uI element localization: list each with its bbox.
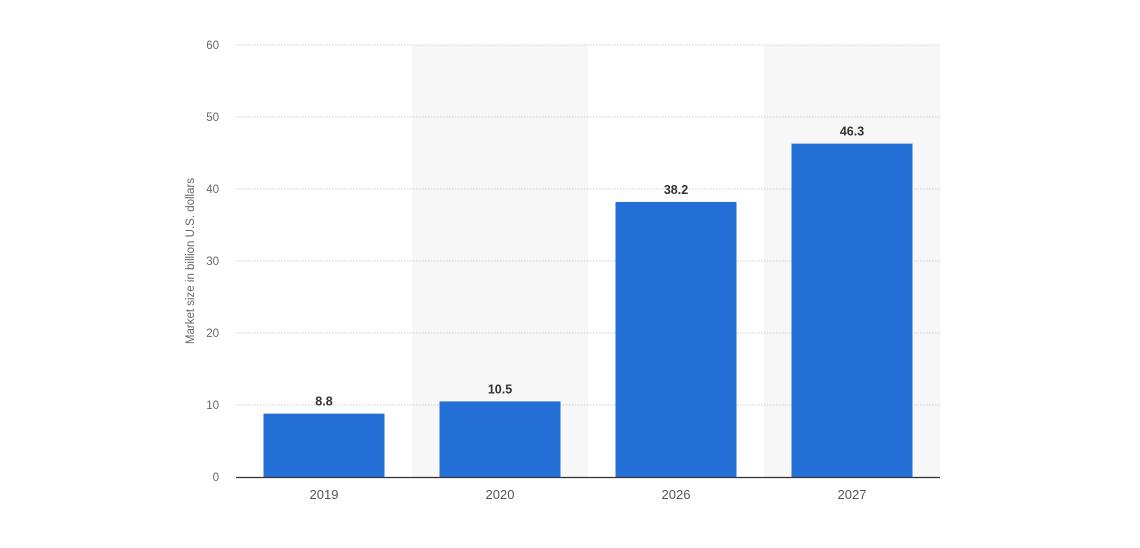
y-axis-ticks: 0 10 20 30 40 50 60 — [206, 40, 219, 484]
data-labels: 8.8 10.5 38.2 46.3 — [315, 125, 864, 409]
x-axis-ticks: 2019 2020 2026 2027 — [310, 487, 867, 502]
y-tick-label: 60 — [206, 40, 219, 52]
data-label-2027: 46.3 — [840, 125, 864, 139]
x-tick-label-2027: 2027 — [838, 487, 867, 502]
y-tick-label: 40 — [206, 184, 219, 196]
y-tick-label: 20 — [206, 328, 219, 340]
y-tick-label: 50 — [206, 112, 219, 124]
bar-2027[interactable] — [791, 143, 913, 477]
data-label-2020: 10.5 — [488, 382, 512, 396]
data-label-2026: 38.2 — [664, 183, 688, 197]
x-tick-label-2019: 2019 — [310, 487, 339, 502]
bar-2020[interactable] — [439, 401, 561, 477]
data-label-2019: 8.8 — [315, 395, 332, 409]
x-tick-label-2020: 2020 — [486, 487, 515, 502]
y-tick-label: 30 — [206, 256, 219, 268]
bar-2019[interactable] — [263, 413, 385, 477]
y-tick-label: 0 — [213, 472, 219, 484]
y-tick-label: 10 — [206, 400, 219, 412]
y-axis-title: Market size in billion U.S. dollars — [185, 178, 197, 344]
x-tick-label-2026: 2026 — [662, 487, 691, 502]
bar-2026[interactable] — [615, 201, 737, 477]
bars — [263, 143, 913, 477]
gridlines — [236, 44, 940, 406]
